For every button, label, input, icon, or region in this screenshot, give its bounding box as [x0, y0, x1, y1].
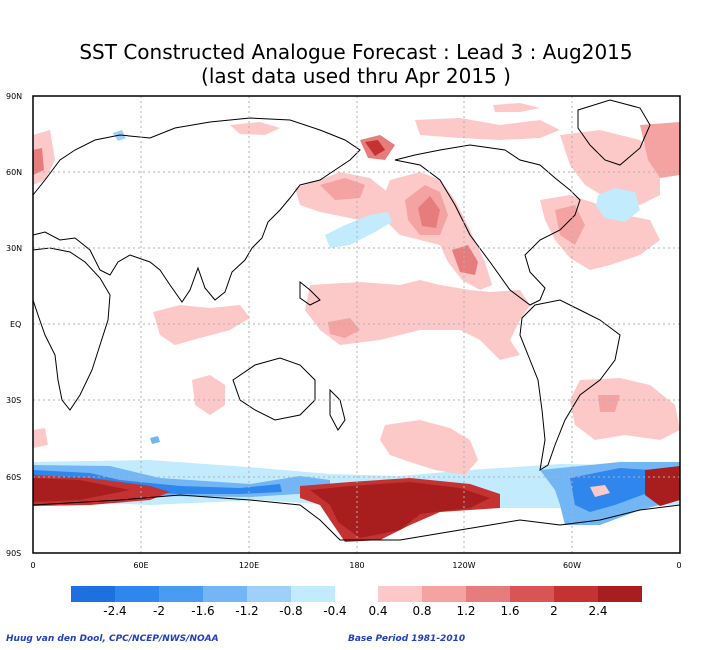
- credit-text: Huug van den Dool, CPC/NCEP/NWS/NOAA: [6, 634, 219, 644]
- colorbar-swatch: [71, 586, 115, 602]
- colorbar-label: -1.6: [191, 604, 214, 618]
- colorbar-label: -2: [153, 604, 165, 618]
- colorbar-swatch: [554, 586, 598, 602]
- colorbar-negative: -2.4 -2 -1.6 -1.2 -0.8 -0.4: [71, 586, 347, 618]
- lat-label: 30N: [6, 244, 22, 253]
- colorbar-label: -0.4: [323, 604, 346, 618]
- lon-label: 120E: [239, 561, 259, 570]
- lat-label: EQ: [10, 320, 21, 329]
- lon-label: 0: [676, 561, 681, 570]
- positive-anomalies: [33, 103, 680, 497]
- map-content: [33, 99, 680, 542]
- colorbar-label: 0.4: [368, 604, 387, 618]
- colorbar-swatch: [247, 586, 291, 602]
- lon-label: 120W: [452, 561, 475, 570]
- map-title: SST Constructed Analogue Forecast : Lead…: [79, 40, 633, 64]
- longitude-labels: 0 60E 120E 180 120W 60W 0: [30, 561, 681, 570]
- lon-label: 180: [349, 561, 364, 570]
- continent-outlines: [33, 99, 680, 541]
- colorbar-swatch: [422, 586, 466, 602]
- lat-label: 90N: [6, 92, 22, 101]
- colorbar-swatch: [203, 586, 247, 602]
- colorbar-label: 2: [550, 604, 558, 618]
- map-frame: [32, 95, 681, 554]
- colorbar-swatch: [378, 586, 422, 602]
- map-subtitle: (last data used thru Apr 2015 ): [201, 64, 511, 88]
- negative-anomalies: [113, 130, 640, 444]
- lat-label: 30S: [6, 396, 21, 405]
- colorbar-swatch: [510, 586, 554, 602]
- colorbar-label: 2.4: [588, 604, 607, 618]
- lat-label: 60N: [6, 168, 22, 177]
- lon-label: 0: [30, 561, 35, 570]
- colorbar-label: 1.2: [456, 604, 475, 618]
- colorbar-swatch: [115, 586, 159, 602]
- colorbar: -2.4 -2 -1.6 -1.2 -0.8 -0.4 0.4 0.8 1.2 1.6 2 2.4: [71, 586, 642, 618]
- colorbar-swatch: [466, 586, 510, 602]
- colorbar-label: -2.4: [103, 604, 126, 618]
- lat-label: 90S: [6, 549, 21, 558]
- lon-label: 60W: [563, 561, 581, 570]
- graticule: [33, 96, 680, 553]
- colorbar-positive: 0.4 0.8 1.2 1.6 2 2.4: [368, 586, 642, 618]
- colorbar-label: -1.2: [235, 604, 258, 618]
- latitude-labels: 90N 60N 30N EQ 30S 60S 90S: [6, 92, 22, 558]
- colorbar-swatch: [598, 586, 642, 602]
- colorbar-label: 0.8: [412, 604, 431, 618]
- colorbar-swatch: [291, 586, 335, 602]
- colorbar-label: 1.6: [500, 604, 519, 618]
- base-period-text: Base Period 1981-2010: [348, 634, 466, 644]
- colorbar-label: -0.8: [279, 604, 302, 618]
- lon-label: 60E: [133, 561, 148, 570]
- colorbar-swatch: [159, 586, 203, 602]
- lat-label: 60S: [6, 473, 21, 482]
